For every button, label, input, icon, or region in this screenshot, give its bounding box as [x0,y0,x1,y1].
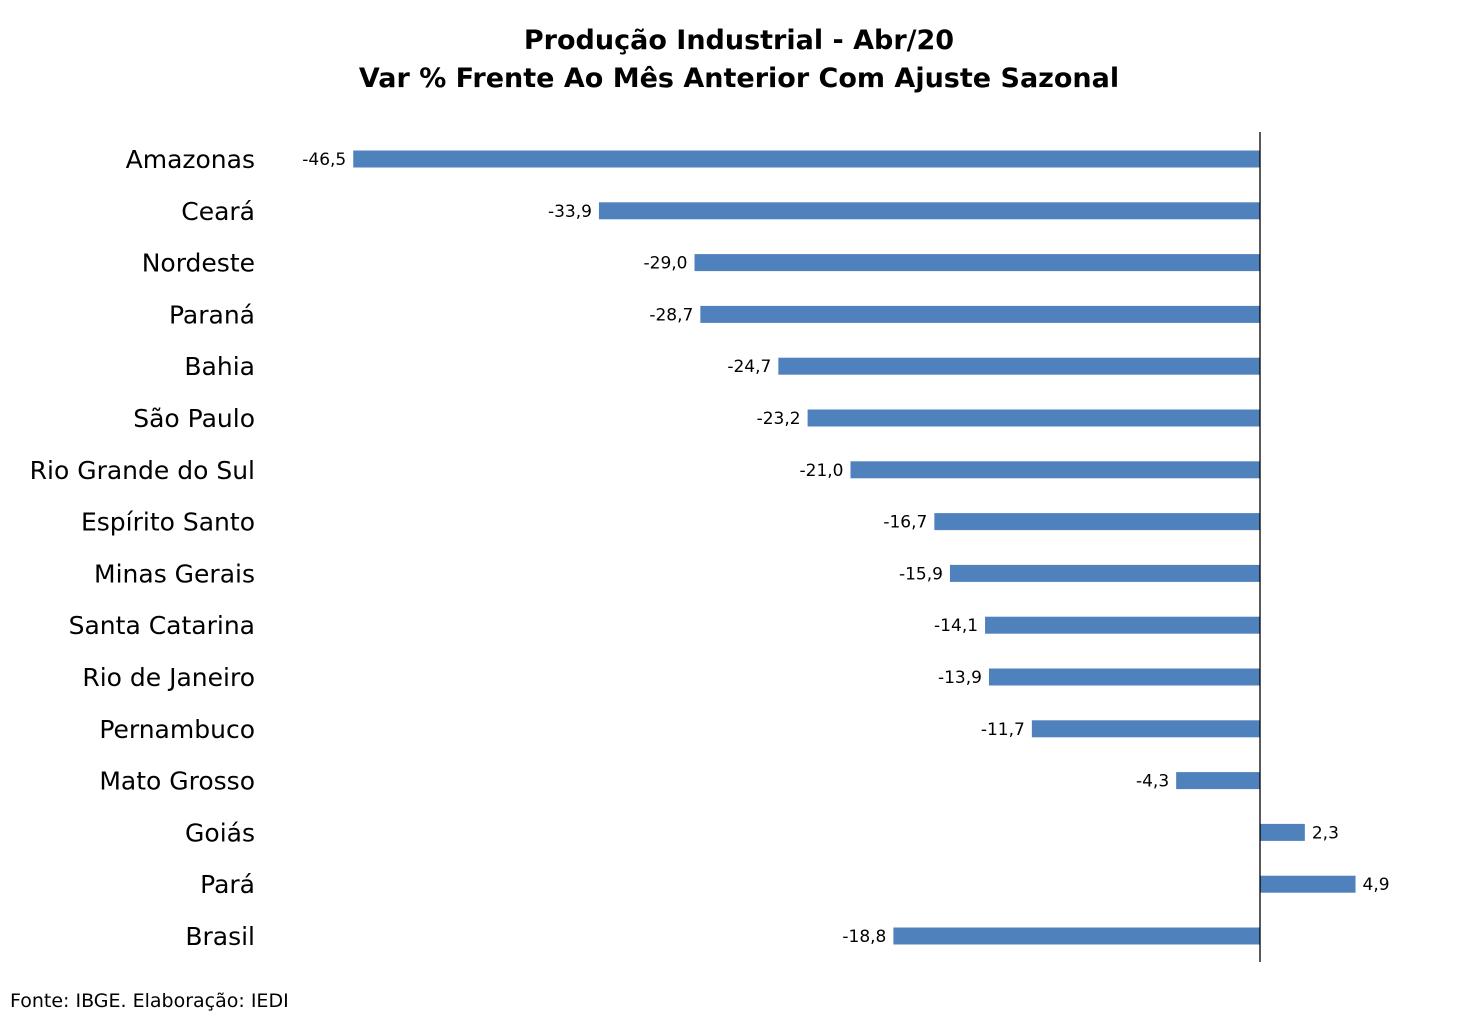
bar [1260,823,1305,841]
bar [850,461,1260,479]
data-label: -24,7 [727,357,771,377]
data-label: -28,7 [649,305,693,325]
bar [778,357,1260,375]
chart-subtitle: Var % Frente Ao Mês Anterior Com Ajuste … [358,63,1120,94]
bar [893,927,1260,945]
category-label: Mato Grosso [99,767,255,796]
data-label: 4,9 [1363,875,1390,895]
data-label: -15,9 [899,564,943,584]
category-label: Rio de Janeiro [82,663,255,692]
category-label: Rio Grande do Sul [30,456,255,485]
data-label: 2,3 [1312,823,1339,843]
category-label: Goiás [185,818,255,847]
data-label: -14,1 [934,616,978,636]
chart-title-block: Produção Industrial - Abr/20 Var % Frent… [0,22,1478,98]
category-label: Minas Gerais [94,559,255,588]
bar [694,254,1260,272]
data-label: -18,8 [842,927,886,947]
data-label: -46,5 [302,150,346,170]
data-label: -33,9 [548,202,592,222]
bar [934,513,1260,531]
category-label: Nordeste [142,249,255,278]
category-label: Santa Catarina [69,611,255,640]
category-label: Ceará [181,197,255,226]
data-label: -4,3 [1136,772,1169,792]
bar [1031,720,1260,738]
category-label: Brasil [185,922,255,951]
category-label: Pará [200,870,255,899]
category-label: Pernambuco [99,715,255,744]
chart-title: Produção Industrial - Abr/20 [523,25,955,56]
bar [949,564,1260,582]
bar [985,616,1260,634]
bar [598,202,1260,220]
category-label: Bahia [184,352,255,381]
category-label: São Paulo [133,404,255,433]
bar [1176,772,1260,790]
data-label: -11,7 [981,720,1025,740]
category-label: Paraná [169,300,255,329]
bar [1260,875,1356,893]
category-label: Amazonas [126,145,255,174]
bar [353,150,1260,168]
data-label: -29,0 [644,254,688,274]
data-label: -21,0 [800,461,844,481]
bar [807,409,1260,427]
source-note: Fonte: IBGE. Elaboração: IEDI [10,990,289,1012]
bar [700,305,1260,323]
data-label: -23,2 [757,409,801,429]
bar [988,668,1260,686]
data-label: -13,9 [938,668,982,688]
data-label: -16,7 [883,513,927,533]
category-label: Espírito Santo [81,508,255,537]
